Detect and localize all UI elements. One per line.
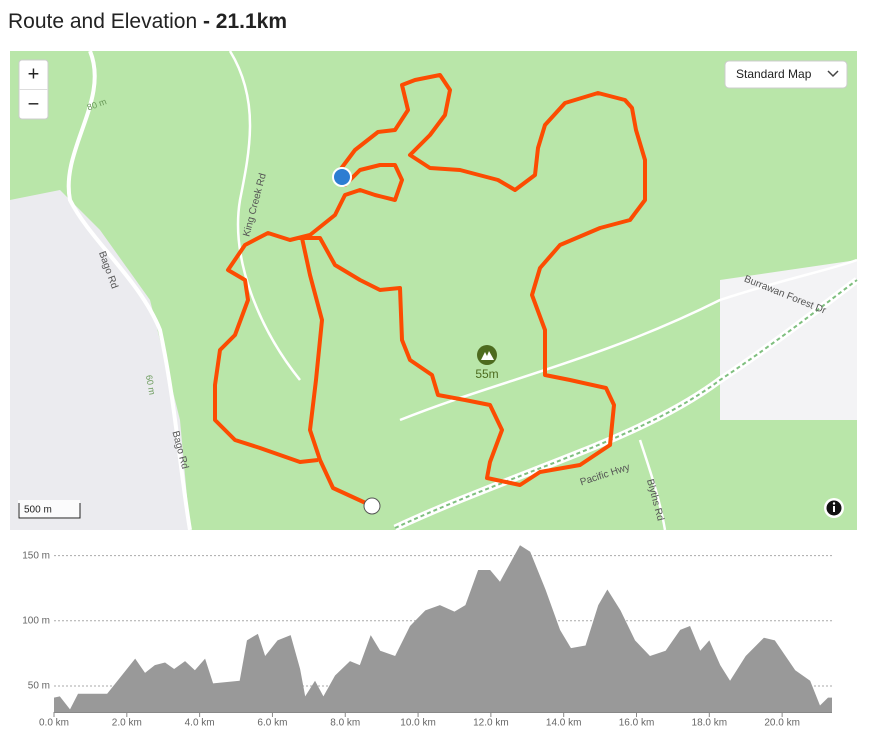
peak-icon xyxy=(481,351,494,360)
dropdown-arrow xyxy=(827,70,839,78)
scale-label: 500 m xyxy=(24,505,52,516)
x-tick-label: 2.0 km xyxy=(112,718,142,729)
finish-marker[interactable] xyxy=(332,167,352,187)
x-tick-label: 12.0 km xyxy=(473,718,509,729)
scale-line xyxy=(18,503,81,519)
x-tick-label: 0.0 km xyxy=(39,718,69,729)
contour-label: 60 m xyxy=(144,374,157,395)
road xyxy=(638,439,667,531)
open-land xyxy=(720,260,857,420)
header: Route and Elevation - 21.1km xyxy=(8,10,287,34)
title: Route and Elevation xyxy=(8,10,198,33)
x-tick-label: 18.0 km xyxy=(692,718,728,729)
y-tick-label: 50 m xyxy=(28,681,50,692)
zoom-out[interactable]: − xyxy=(28,93,40,115)
map-style-label: Standard Map xyxy=(736,67,812,81)
x-tick-label: 16.0 km xyxy=(619,718,655,729)
distance: - 21.1km xyxy=(202,10,288,33)
open-land xyxy=(10,190,190,530)
info-icon xyxy=(833,506,835,512)
peak-marker[interactable] xyxy=(477,345,497,365)
map-style-select[interactable] xyxy=(724,60,848,89)
road xyxy=(228,50,301,381)
y-tick-label: 100 m xyxy=(22,615,50,626)
start-marker[interactable] xyxy=(363,497,381,515)
x-tick-label: 8.0 km xyxy=(330,718,360,729)
x-tick-label: 20.0 km xyxy=(764,718,800,729)
route xyxy=(213,73,647,507)
road xyxy=(66,50,192,531)
road xyxy=(399,258,858,422)
x-tick-label: 14.0 km xyxy=(546,718,582,729)
zoom-in[interactable]: + xyxy=(28,63,40,85)
elevation-area xyxy=(54,545,832,712)
y-tick-label: 150 m xyxy=(22,550,50,561)
highway xyxy=(394,279,858,529)
scale-bar xyxy=(18,500,80,519)
x-tick-label: 6.0 km xyxy=(257,718,287,729)
x-tick-label: 4.0 km xyxy=(185,718,215,729)
elevation-chart: 50 m 100 m 150 m 0.0 km 2.0 km 4.0 km 6.0 km 8.… xyxy=(22,545,832,729)
info-icon xyxy=(832,502,836,505)
map: 55m King Creek Rd Bago Rd Bago Rd Burraw… xyxy=(10,50,860,532)
x-tick-label: 10.0 km xyxy=(400,718,436,729)
peak-label: 55m xyxy=(475,367,498,381)
